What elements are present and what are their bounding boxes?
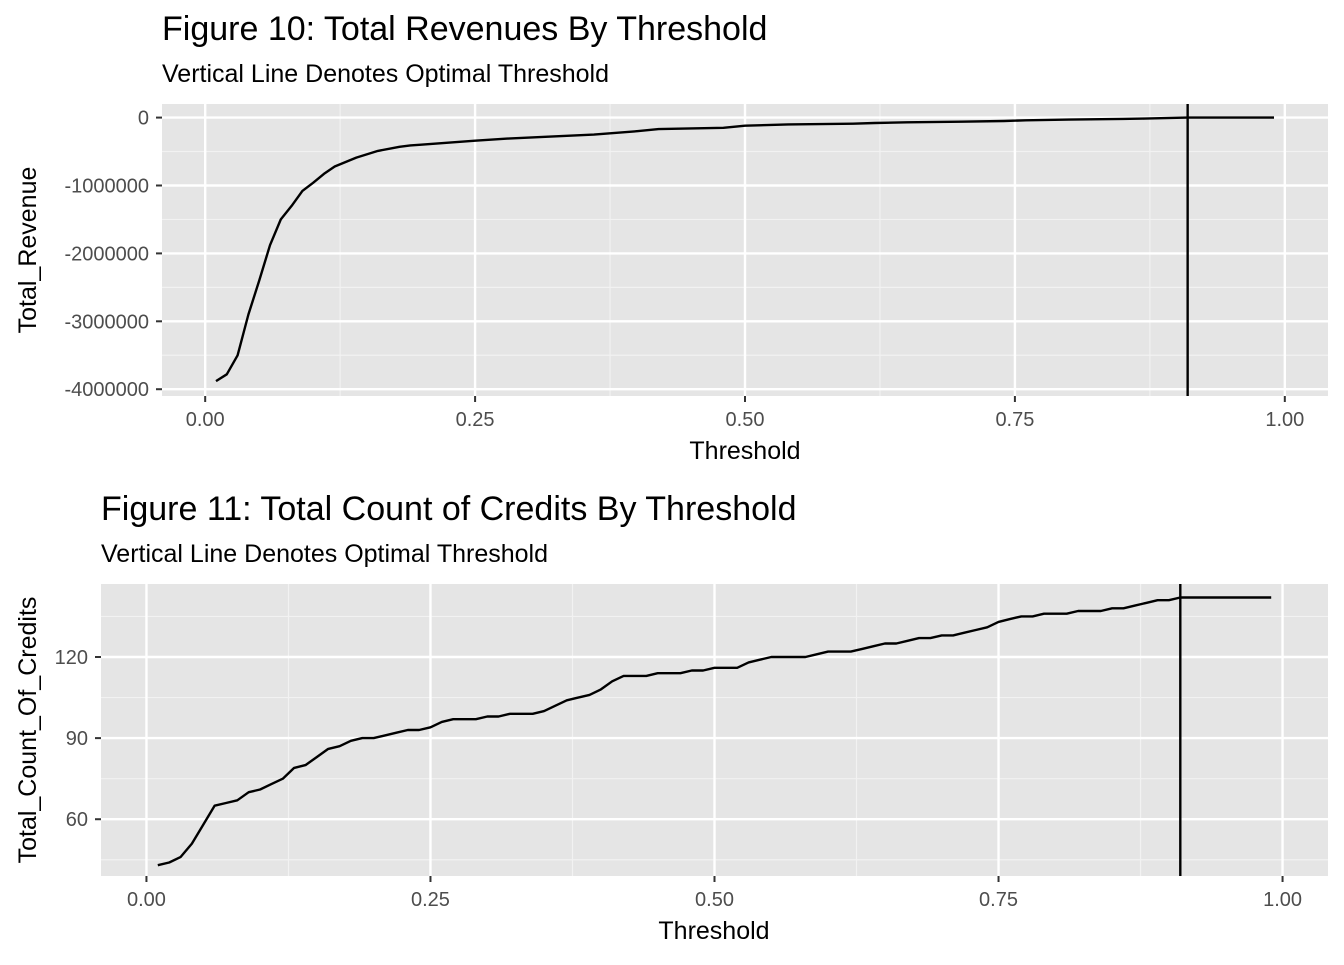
- y-tick-label: 90: [66, 728, 88, 750]
- x-tick-label: 0.00: [127, 889, 166, 911]
- y-tick-label: -2000000: [64, 243, 149, 265]
- y-tick-label: -4000000: [64, 379, 149, 401]
- x-tick-label: 0.50: [726, 409, 765, 431]
- figure-10-chart: Figure 10: Total Revenues By Threshold V…: [14, 10, 1328, 465]
- x-tick-label: 0.75: [979, 889, 1018, 911]
- figure-10-x-axis-label: Threshold: [689, 437, 800, 465]
- figure-10-y-axis-label: Total_Revenue: [14, 167, 42, 334]
- figure-11-subtitle: Vertical Line Denotes Optimal Threshold: [101, 540, 548, 568]
- x-tick-label: 0.25: [411, 889, 450, 911]
- figure-11-title: Figure 11: Total Count of Credits By Thr…: [101, 490, 796, 528]
- y-tick-label: 60: [66, 809, 88, 831]
- x-tick-label: 1.00: [1263, 889, 1302, 911]
- figure-11-y-axis-label: Total_Count_Of_Credits: [14, 597, 42, 864]
- figure-10-title: Figure 10: Total Revenues By Threshold: [162, 10, 767, 48]
- x-tick-label: 0.00: [186, 409, 225, 431]
- figure-10-subtitle: Vertical Line Denotes Optimal Threshold: [162, 60, 609, 88]
- y-tick-label: 120: [55, 647, 88, 669]
- x-tick-label: 1.00: [1265, 409, 1304, 431]
- y-tick-label: 0: [138, 108, 149, 130]
- y-tick-label: -1000000: [64, 175, 149, 197]
- x-tick-label: 0.50: [695, 889, 734, 911]
- figure-11-chart: Figure 11: Total Count of Credits By Thr…: [14, 490, 1328, 945]
- y-tick-label: -3000000: [64, 311, 149, 333]
- x-tick-label: 0.25: [456, 409, 495, 431]
- figure-11-x-axis-label: Threshold: [658, 917, 769, 945]
- x-tick-label: 0.75: [995, 409, 1034, 431]
